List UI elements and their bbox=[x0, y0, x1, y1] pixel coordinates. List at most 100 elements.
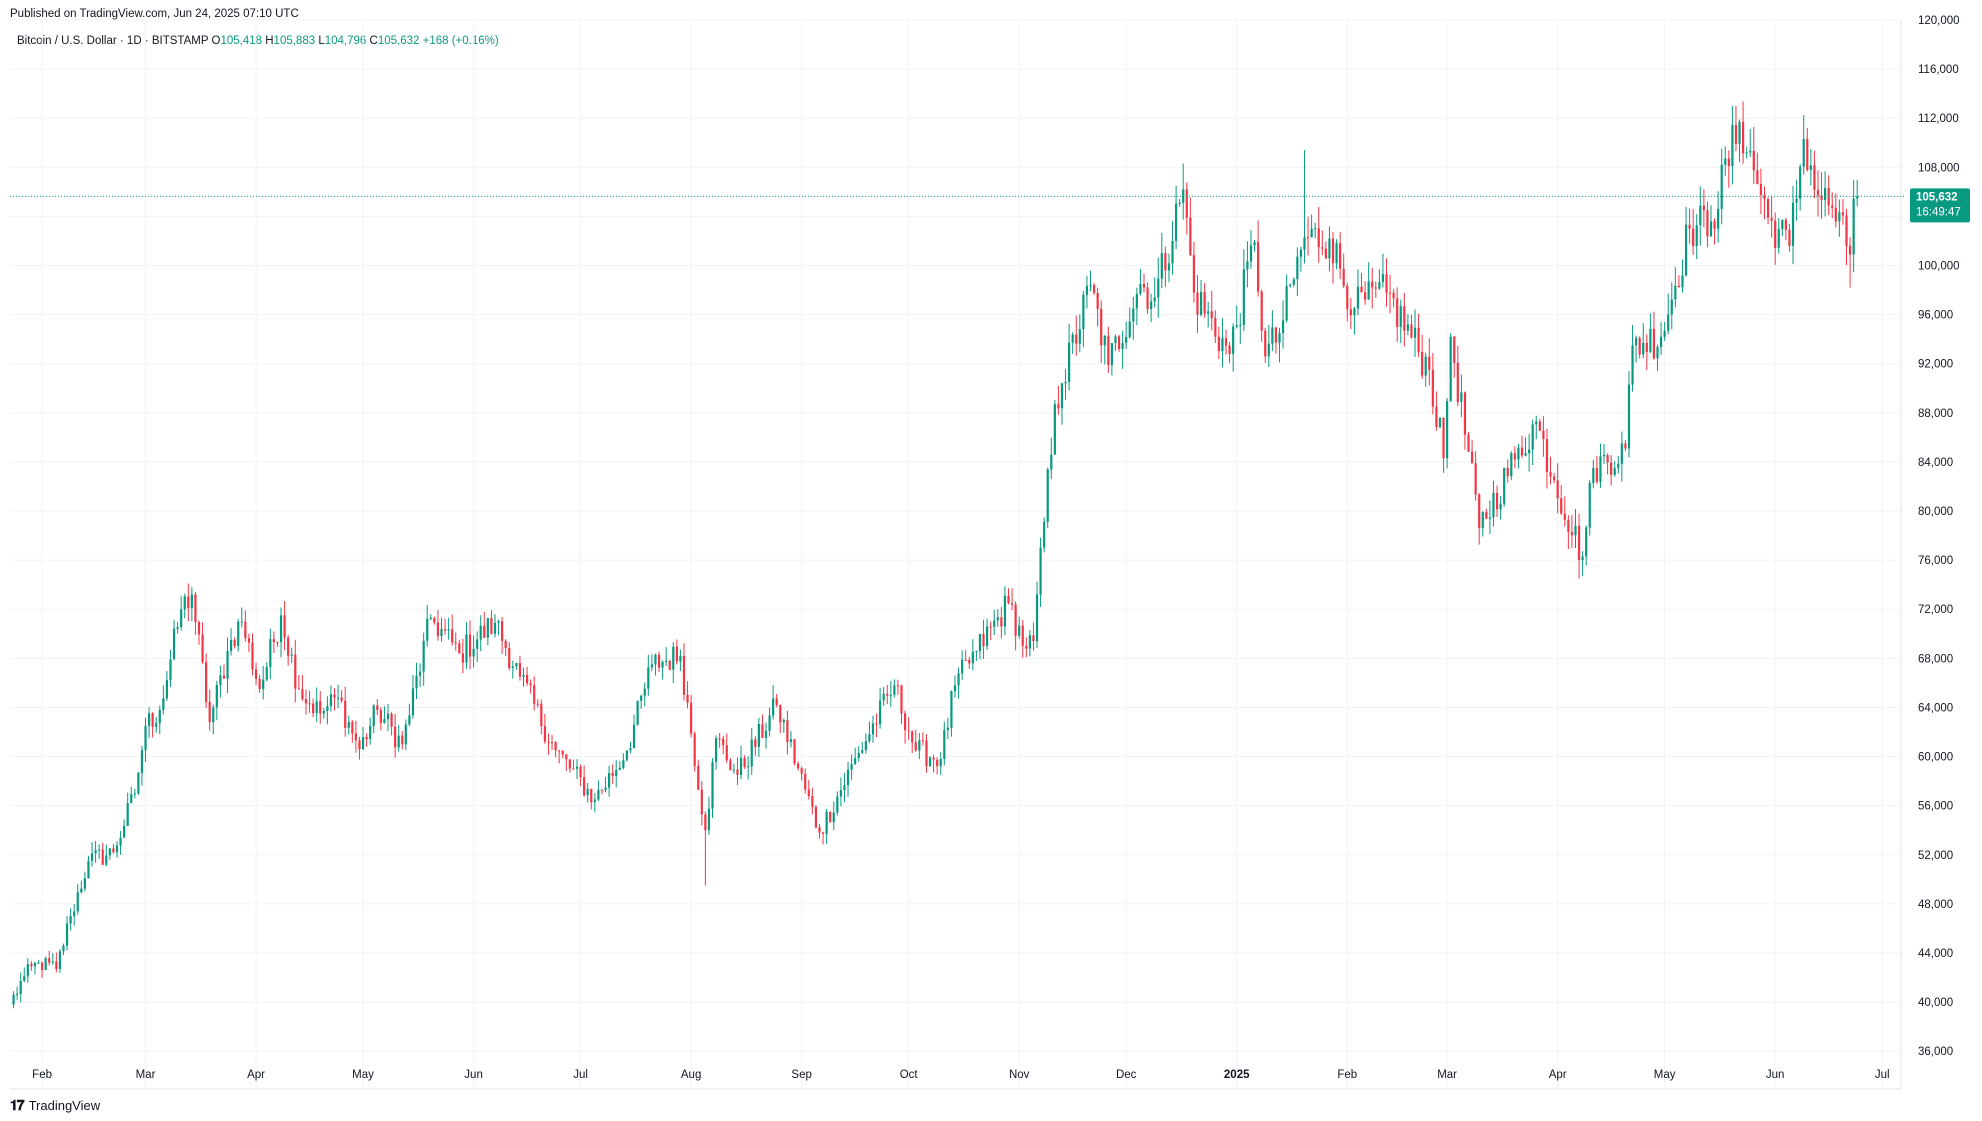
candle-body bbox=[1766, 199, 1770, 218]
candle-body bbox=[597, 789, 600, 800]
candle-body bbox=[764, 730, 768, 738]
candle-body bbox=[893, 685, 896, 695]
candle-body bbox=[1035, 594, 1039, 642]
candle-body bbox=[615, 769, 618, 776]
candle-body bbox=[1378, 282, 1381, 289]
candle-body bbox=[336, 697, 340, 699]
candle-body bbox=[1060, 383, 1064, 409]
candle-body bbox=[618, 767, 621, 770]
candle-body bbox=[1424, 356, 1427, 376]
candle-body bbox=[233, 639, 236, 647]
candle-body bbox=[422, 640, 425, 672]
candle-body bbox=[707, 808, 711, 831]
candle-body bbox=[162, 698, 165, 710]
candle-body bbox=[547, 741, 550, 743]
candle-body bbox=[1727, 158, 1730, 167]
candle-body bbox=[1210, 311, 1213, 319]
candle-body bbox=[87, 860, 90, 879]
candle-body bbox=[907, 730, 910, 732]
candle-body bbox=[1770, 217, 1773, 221]
candle-body bbox=[476, 639, 479, 649]
candle-body bbox=[212, 707, 215, 723]
price-tick-label: 100,000 bbox=[1918, 261, 1960, 273]
candle-body bbox=[1342, 268, 1345, 286]
candle-body bbox=[397, 735, 400, 748]
candle-body bbox=[258, 678, 261, 690]
candle-body bbox=[1142, 283, 1146, 288]
candle-body bbox=[789, 739, 793, 743]
high-label: H bbox=[265, 35, 274, 47]
candle-body bbox=[1221, 338, 1224, 351]
candle-body bbox=[411, 688, 415, 716]
candle-body bbox=[1702, 205, 1705, 211]
candle-body bbox=[183, 596, 186, 610]
candle-body bbox=[1709, 221, 1713, 237]
candle-body bbox=[1353, 308, 1356, 316]
candle-body bbox=[1335, 243, 1338, 264]
candle-body bbox=[985, 626, 989, 647]
close-label: C bbox=[369, 35, 378, 47]
candle-body bbox=[811, 796, 814, 808]
candle-body bbox=[501, 621, 504, 641]
candle-body bbox=[140, 750, 144, 773]
candle-body bbox=[1314, 228, 1317, 230]
candle-body bbox=[861, 750, 864, 753]
candle-body bbox=[1463, 392, 1467, 435]
candle-body bbox=[33, 962, 37, 967]
candle-body bbox=[1331, 238, 1335, 264]
candle-body bbox=[1485, 511, 1488, 519]
time-tick-label: May bbox=[352, 1069, 374, 1081]
candle-body bbox=[76, 892, 79, 912]
candle-body bbox=[1178, 202, 1181, 204]
candle-body bbox=[301, 689, 304, 700]
candle-body bbox=[1610, 462, 1613, 475]
candle-body bbox=[978, 633, 982, 651]
candle-body bbox=[283, 615, 286, 638]
candle-body bbox=[1706, 210, 1709, 237]
candle-body bbox=[304, 699, 308, 704]
candle-body bbox=[1781, 219, 1784, 229]
candle-body bbox=[946, 727, 949, 731]
candle-body bbox=[1192, 255, 1196, 293]
candle-body bbox=[290, 654, 293, 656]
candle-body bbox=[1396, 298, 1399, 328]
price-tick-label: 120,000 bbox=[1918, 15, 1960, 27]
candle-body bbox=[1242, 269, 1245, 325]
candle-body bbox=[704, 814, 707, 831]
candle-body bbox=[16, 993, 19, 995]
candle-body bbox=[1635, 338, 1638, 346]
candle-body bbox=[814, 807, 818, 828]
candle-body bbox=[372, 705, 375, 726]
candle-body bbox=[1246, 261, 1249, 270]
candle-body bbox=[1606, 455, 1609, 463]
price-tick-label: 56,000 bbox=[1918, 801, 1953, 813]
candle-body bbox=[1577, 525, 1581, 561]
candle-body bbox=[1392, 292, 1395, 299]
candle-body bbox=[1310, 228, 1313, 238]
candle-body bbox=[1000, 617, 1003, 627]
time-tick-label: Nov bbox=[1009, 1069, 1030, 1081]
candle-body bbox=[1820, 195, 1823, 200]
candle-body bbox=[247, 638, 251, 643]
tradingview-logo[interactable]: 𝟏𝟕 TradingView bbox=[10, 1097, 100, 1114]
candle-body bbox=[269, 639, 272, 667]
candle-body bbox=[640, 695, 643, 701]
candle-body bbox=[287, 637, 290, 656]
candle-body bbox=[1367, 281, 1370, 300]
candle-body bbox=[1114, 336, 1117, 344]
candle-body bbox=[1763, 194, 1766, 200]
candle-body bbox=[725, 745, 728, 761]
price-tick-label: 64,000 bbox=[1918, 702, 1953, 714]
candle-body bbox=[354, 733, 358, 741]
candle-body bbox=[836, 796, 839, 813]
time-tick-label: Oct bbox=[900, 1069, 919, 1081]
candle-body bbox=[1642, 342, 1645, 355]
candle-body bbox=[1164, 253, 1167, 271]
candle-body bbox=[643, 688, 646, 696]
candle-body bbox=[461, 653, 464, 663]
candle-body bbox=[750, 739, 753, 767]
candle-body bbox=[1346, 285, 1349, 310]
candle-body bbox=[846, 769, 850, 786]
candle-body bbox=[825, 811, 828, 834]
